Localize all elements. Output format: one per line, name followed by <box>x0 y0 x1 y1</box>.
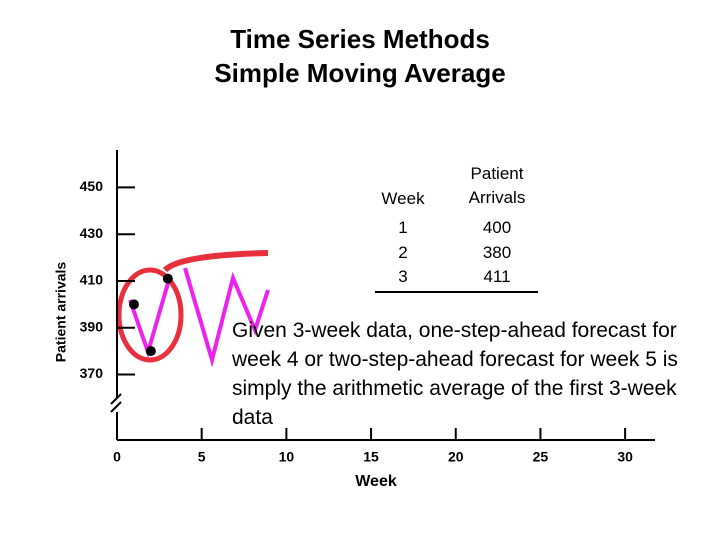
table-arrivals: 400 <box>482 218 512 237</box>
y-tick-label: 450 <box>80 178 104 194</box>
x-tick-label: 0 <box>113 449 121 465</box>
x-axis-label: Week <box>355 473 397 490</box>
data-point <box>128 299 139 310</box>
y-tick-label: 410 <box>80 272 104 288</box>
x-tick-label: 5 <box>198 449 206 465</box>
axis-break <box>110 393 122 405</box>
zigzag <box>128 282 170 359</box>
y-tick-label: 370 <box>80 365 104 381</box>
table-week: 2 <box>398 242 408 262</box>
trend-curve <box>162 250 269 273</box>
table-arrivals: 411 <box>483 267 511 286</box>
highlight-circle <box>116 267 184 363</box>
zigzag <box>183 267 270 368</box>
data-point <box>162 273 173 284</box>
y-axis-label: Patient arrivals <box>53 262 69 363</box>
data-point <box>145 346 156 357</box>
annotation: Given 3-week data, one-step-ahead foreca… <box>232 319 678 429</box>
table-header: Week <box>381 189 425 208</box>
table-week: 3 <box>398 267 408 286</box>
y-tick-label: 430 <box>80 225 104 241</box>
table-arrivals: 380 <box>482 242 512 262</box>
axis-break <box>110 401 122 413</box>
y-tick-label: 390 <box>80 318 104 334</box>
x-tick-label: 25 <box>533 449 549 465</box>
table-week: 1 <box>398 218 408 237</box>
x-tick-label: 30 <box>617 449 633 465</box>
table-header: Patient Arrivals <box>468 164 526 207</box>
x-tick-label: 10 <box>279 449 295 465</box>
chart-subtitle: Simple Moving Average <box>214 58 506 88</box>
x-tick-label: 15 <box>363 449 379 465</box>
x-tick-label: 20 <box>448 449 464 465</box>
chart-title: Time Series Methods <box>230 24 490 54</box>
